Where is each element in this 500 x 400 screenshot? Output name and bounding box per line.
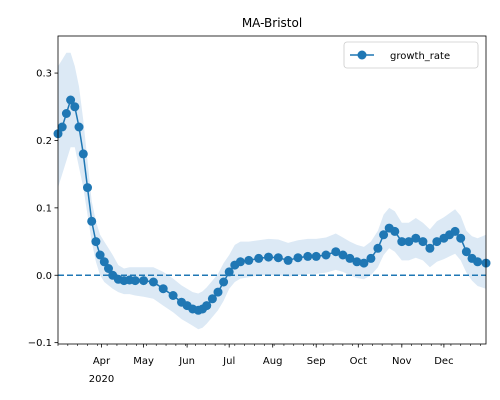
data-point: [61, 109, 71, 118]
data-point: [456, 233, 466, 243]
confidence-band: [58, 52, 486, 330]
data-point: [235, 257, 245, 267]
x-tick-label: Oct: [350, 356, 367, 367]
data-point: [359, 258, 369, 268]
data-point: [158, 284, 168, 294]
data-point: [244, 255, 254, 265]
data-point: [432, 237, 442, 247]
data-point: [283, 255, 293, 265]
data-point: [352, 257, 362, 267]
data-point: [411, 233, 421, 243]
chart-title: MA-Bristol: [242, 16, 302, 30]
data-point: [311, 251, 321, 261]
data-point: [213, 287, 223, 297]
x-tick-label: Nov: [392, 356, 412, 367]
data-point: [397, 237, 407, 247]
data-point: [390, 226, 400, 236]
legend-box: [343, 41, 479, 69]
data-point: [148, 277, 158, 287]
data-point: [379, 230, 389, 240]
data-point: [139, 276, 149, 286]
data-point: [293, 253, 303, 263]
y-tick-label: 0.3: [36, 69, 52, 80]
y-tick-label: 0.1: [36, 203, 52, 214]
x-tick-label: Sep: [307, 356, 326, 367]
data-point: [219, 277, 229, 287]
x-tick-label: May: [133, 356, 154, 367]
axes: −0.1 0.0 0.1 0.2 0.3 Apr 2020 May Jun Jul Aug Sep Oc…: [28, 69, 481, 385]
y-tick-label: −0.1: [28, 338, 52, 349]
y-tick-label: 0.2: [36, 136, 52, 147]
x-tick-label: Apr: [93, 356, 111, 367]
x-tick-label: Jun: [178, 356, 195, 367]
data-point: [273, 253, 283, 263]
data-point: [461, 247, 471, 257]
x-tick-year-label: 2020: [89, 374, 114, 385]
data-point: [95, 250, 105, 260]
y-tick-label: 0.0: [36, 271, 52, 282]
data-point: [224, 267, 234, 277]
data-point: [345, 253, 355, 263]
data-point: [321, 250, 331, 260]
data-point: [303, 251, 313, 261]
data-point: [331, 247, 341, 257]
legend-label-growth-rate: growth_rate: [390, 51, 450, 62]
legend: growth_rate: [343, 41, 479, 69]
x-tick-label: Aug: [263, 356, 283, 367]
plot-area: [53, 52, 491, 330]
legend-marker-swatch: [357, 50, 367, 60]
data-point: [473, 257, 483, 267]
data-point: [425, 243, 435, 253]
x-tick-label: Dec: [434, 356, 453, 367]
data-point: [57, 122, 67, 132]
data-point: [87, 216, 97, 226]
data-point: [264, 252, 273, 262]
data-point: [366, 253, 376, 263]
data-point: [83, 183, 92, 193]
data-point: [373, 243, 383, 253]
data-point: [207, 294, 217, 304]
data-point: [168, 291, 178, 300]
data-point: [254, 253, 264, 263]
data-point: [418, 237, 428, 247]
data-point: [78, 149, 88, 159]
data-point: [91, 237, 101, 247]
data-point: [450, 226, 460, 236]
data-point: [104, 264, 113, 273]
data-point: [74, 122, 84, 132]
data-point: [202, 301, 212, 311]
data-point: [66, 95, 76, 105]
data-point: [99, 257, 109, 267]
data-point: [130, 276, 140, 286]
data-point: [404, 237, 414, 247]
data-point: [338, 250, 348, 260]
x-tick-label: Jul: [222, 356, 235, 367]
data-point: [70, 102, 80, 112]
plot-frame: [57, 35, 487, 345]
